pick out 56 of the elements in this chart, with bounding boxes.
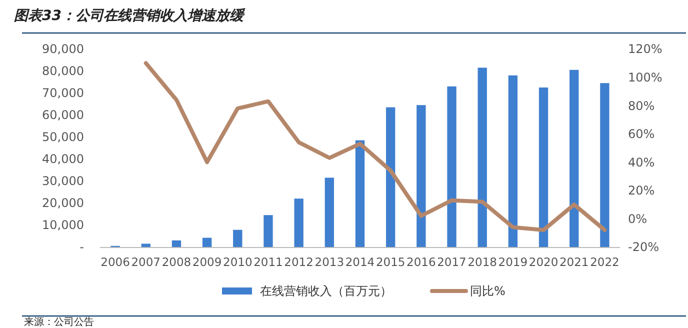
y-tick-label: 90,000 xyxy=(42,42,84,56)
bar xyxy=(478,68,487,247)
x-tick-label: 2022 xyxy=(590,255,620,269)
x-tick-label: 2015 xyxy=(376,255,406,269)
y2-tick-label: 40% xyxy=(628,155,655,170)
bar xyxy=(294,198,304,247)
y-tick-label: 10,000 xyxy=(42,218,84,232)
bar xyxy=(447,86,456,247)
bar xyxy=(202,238,212,247)
bar xyxy=(386,107,396,247)
bar xyxy=(416,105,426,247)
y2-tick-label: 80% xyxy=(628,98,655,113)
y-tick-label: 50,000 xyxy=(42,130,84,144)
x-tick-label: 2020 xyxy=(528,255,558,269)
y-tick-label: - xyxy=(80,240,84,254)
x-tick-label: 2007 xyxy=(131,255,161,269)
y-tick-label: 40,000 xyxy=(42,152,84,166)
y2-tick-label: 60% xyxy=(628,127,655,142)
legend-label: 同比% xyxy=(470,284,506,298)
chart-title: 图表33：公司在线营销收入增速放缓 xyxy=(14,8,246,24)
y2-tick-label: -20% xyxy=(628,240,660,254)
bar xyxy=(233,230,242,247)
y2-tick-label: 100% xyxy=(628,70,662,84)
x-tick-label: 2021 xyxy=(559,255,589,269)
bar xyxy=(141,244,150,247)
x-tick-label: 2016 xyxy=(406,255,436,269)
x-tick-label: 2008 xyxy=(162,255,192,269)
legend-label: 在线营销收入（百万元） xyxy=(260,284,392,298)
x-tick-label: 2010 xyxy=(223,255,252,269)
x-tick-label: 2012 xyxy=(284,255,314,269)
bar xyxy=(570,70,579,247)
x-tick-label: 2011 xyxy=(254,255,283,269)
y2-tick-label: 120% xyxy=(628,42,662,56)
y-tick-label: 20,000 xyxy=(42,196,84,210)
bar xyxy=(264,215,273,247)
bar xyxy=(600,83,610,247)
y-tick-label: 70,000 xyxy=(42,86,84,100)
line-series xyxy=(144,61,607,232)
x-tick-label: 2017 xyxy=(437,255,466,269)
y2-tick-label: 20% xyxy=(628,184,655,198)
x-tick-label: 2019 xyxy=(498,255,528,269)
y-tick-label: 80,000 xyxy=(42,64,84,78)
y-tick-label: 30,000 xyxy=(42,174,84,188)
bar xyxy=(538,88,548,247)
x-tick-label: 2013 xyxy=(314,255,344,269)
x-tick-label: 2006 xyxy=(100,255,130,269)
y2-tick-label: 0% xyxy=(628,212,648,226)
bar xyxy=(172,240,182,247)
x-tick-label: 2009 xyxy=(192,255,222,269)
x-tick-label: 2014 xyxy=(345,255,375,269)
bar xyxy=(508,75,518,247)
bar xyxy=(355,140,365,247)
source-note: 来源：公司公告 xyxy=(24,316,94,328)
x-tick-label: 2018 xyxy=(468,255,497,269)
y-tick-label: 60,000 xyxy=(42,108,84,122)
bar xyxy=(324,178,334,247)
